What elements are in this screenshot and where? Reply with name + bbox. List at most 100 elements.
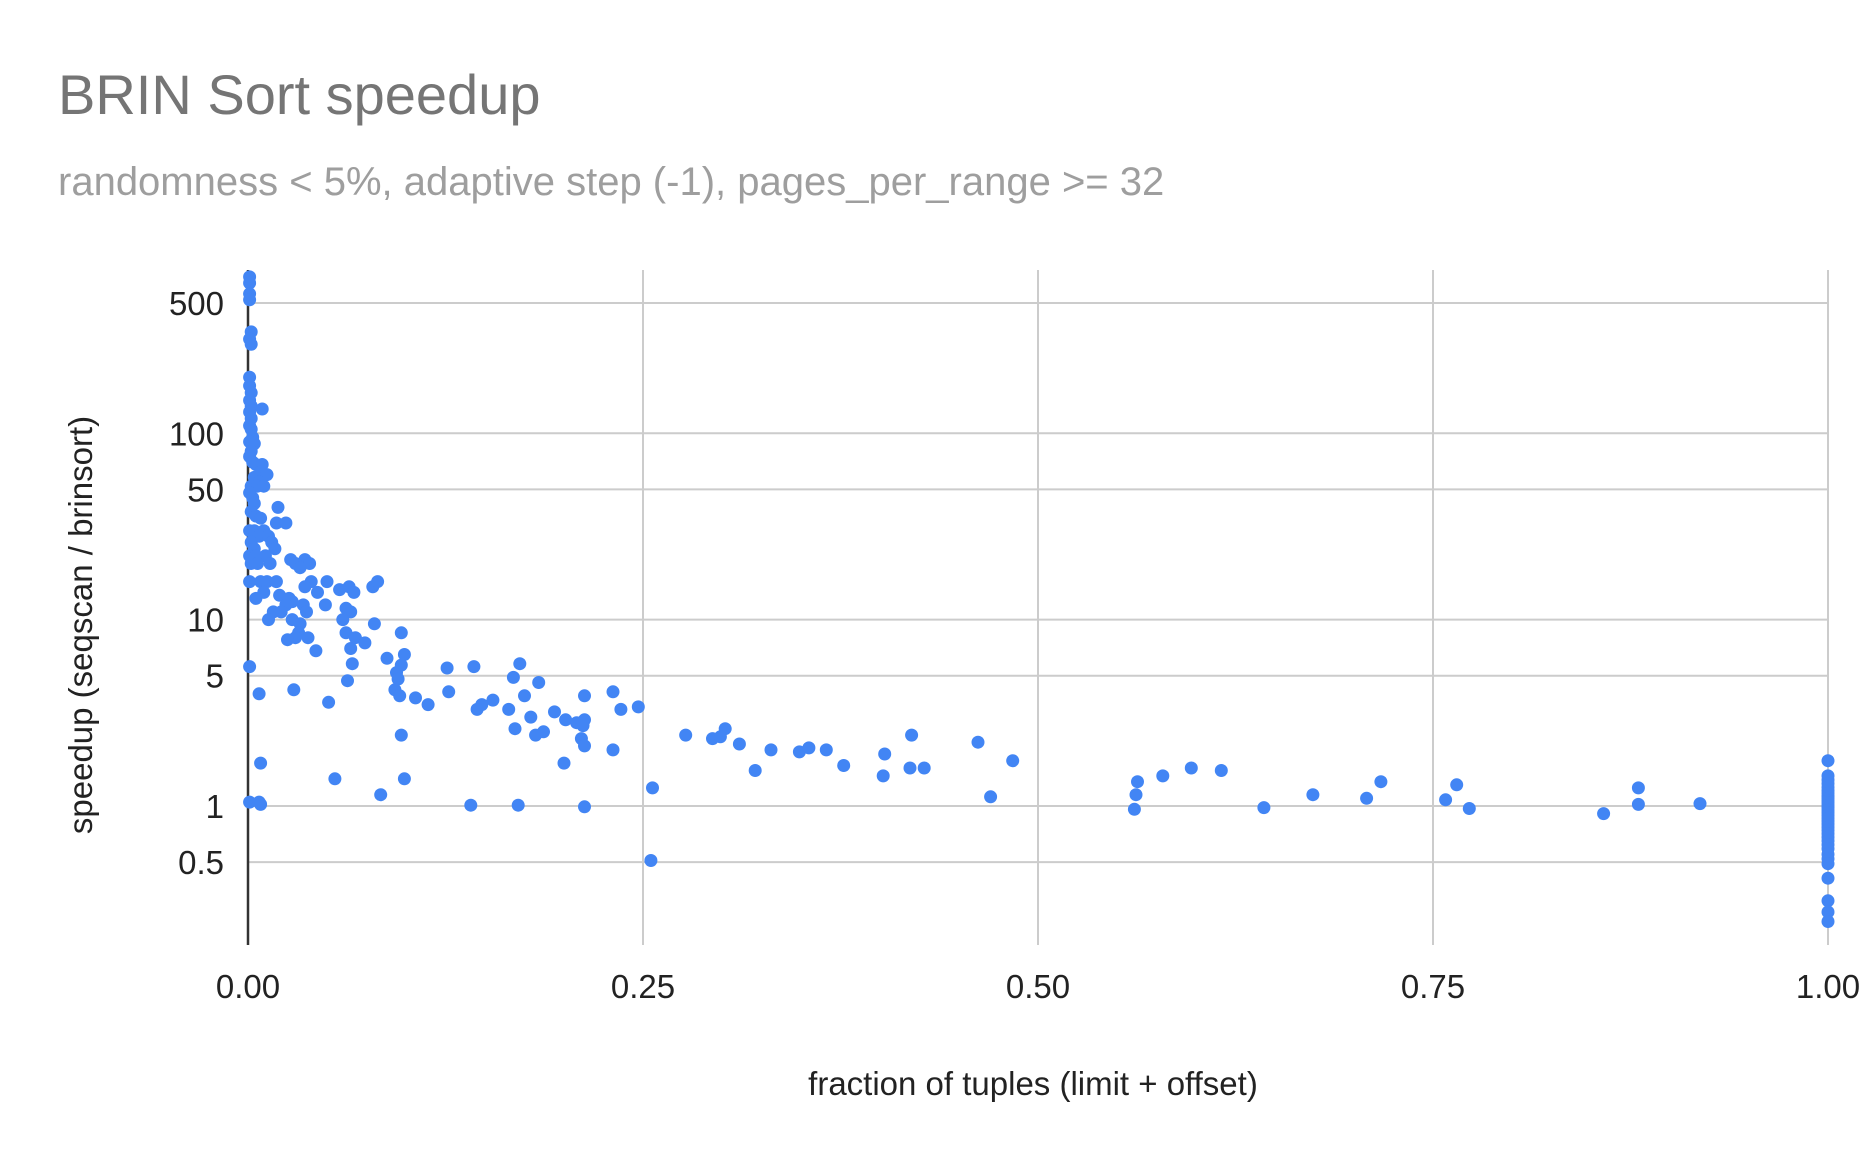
data-point — [260, 575, 274, 589]
x-axis-ticks: 0.00 0.25 0.50 0.75 1.00 — [216, 968, 1860, 1005]
data-point — [394, 728, 408, 742]
data-point — [243, 276, 257, 290]
data-point — [532, 676, 546, 689]
data-point — [371, 575, 385, 589]
data-point — [262, 613, 275, 627]
data-point — [328, 772, 342, 786]
data-point — [322, 695, 336, 709]
data-point — [320, 575, 334, 589]
data-point — [513, 657, 527, 671]
data-point — [511, 798, 525, 812]
data-point — [243, 293, 257, 307]
data-point — [254, 797, 268, 811]
data-point — [268, 542, 282, 556]
data-point — [748, 764, 762, 777]
y-axis-label: speedup (seqscan / brinsort) — [62, 416, 99, 834]
data-point — [679, 728, 693, 742]
data-point — [391, 672, 405, 686]
data-points — [243, 270, 1835, 928]
data-point — [311, 585, 324, 599]
data-point — [1006, 754, 1020, 768]
data-point — [348, 631, 362, 645]
data-point — [1127, 802, 1141, 816]
data-point — [254, 756, 268, 770]
data-point — [333, 583, 347, 597]
data-point — [442, 685, 456, 699]
data-point — [301, 631, 315, 645]
data-point — [367, 617, 381, 631]
data-point — [502, 702, 516, 716]
data-point — [1693, 797, 1707, 811]
data-point — [440, 661, 454, 675]
data-point — [344, 642, 358, 655]
data-point — [578, 800, 591, 814]
data-point — [244, 337, 258, 351]
y-tick-label: 50 — [187, 471, 224, 508]
data-point — [971, 735, 985, 749]
data-point — [819, 743, 833, 757]
data-point — [631, 700, 645, 714]
data-point — [397, 772, 411, 786]
data-point — [837, 759, 851, 772]
data-point — [878, 747, 892, 761]
data-point — [529, 728, 543, 742]
data-point — [559, 713, 573, 727]
data-point — [917, 761, 931, 775]
data-point — [254, 511, 268, 525]
data-point — [269, 575, 283, 589]
data-point — [905, 728, 919, 742]
x-tick-label: 1.00 — [1796, 968, 1860, 1005]
y-tick-label: 500 — [169, 285, 224, 322]
data-point — [255, 402, 269, 416]
y-tick-label: 5 — [206, 658, 224, 695]
data-point — [1214, 764, 1228, 777]
y-tick-label: 100 — [169, 415, 224, 452]
data-point — [578, 739, 591, 753]
data-point — [646, 781, 659, 795]
data-point — [606, 743, 620, 757]
x-tick-label: 0.00 — [216, 968, 280, 1005]
data-point — [1462, 802, 1476, 815]
data-point — [1131, 775, 1144, 789]
data-point — [421, 698, 435, 712]
data-point — [557, 756, 571, 770]
data-point — [341, 674, 354, 688]
data-point — [486, 693, 500, 707]
data-point — [1129, 788, 1143, 802]
data-point — [300, 605, 313, 619]
data-point — [548, 705, 561, 719]
data-point — [257, 479, 271, 493]
data-point — [271, 500, 285, 514]
data-point — [876, 769, 890, 783]
data-point — [578, 689, 591, 703]
data-point — [380, 651, 394, 665]
x-tick-label: 0.50 — [1006, 968, 1070, 1005]
grid-lines — [248, 270, 1829, 945]
data-point — [374, 788, 388, 802]
data-point — [394, 626, 408, 640]
data-point — [508, 722, 522, 736]
data-point — [1821, 915, 1835, 928]
data-point — [1821, 905, 1835, 919]
data-point — [1821, 857, 1835, 871]
data-point — [263, 557, 277, 570]
data-point — [506, 670, 520, 684]
data-point — [903, 761, 917, 775]
y-tick-label: 1 — [206, 788, 224, 825]
data-point — [470, 702, 484, 716]
x-tick-label: 0.25 — [611, 968, 675, 1005]
data-point — [1450, 778, 1464, 792]
data-point — [1257, 801, 1271, 815]
data-point — [1156, 769, 1170, 783]
data-point — [1374, 775, 1388, 789]
data-point — [984, 790, 998, 804]
data-point — [269, 516, 283, 530]
x-axis-label: fraction of tuples (limit + offset) — [808, 1065, 1258, 1102]
data-point — [358, 636, 372, 650]
y-tick-label: 10 — [187, 602, 224, 639]
data-point — [524, 710, 538, 724]
data-point — [1821, 894, 1835, 908]
data-point — [1821, 871, 1835, 885]
data-point — [732, 737, 746, 751]
data-point — [252, 687, 266, 701]
